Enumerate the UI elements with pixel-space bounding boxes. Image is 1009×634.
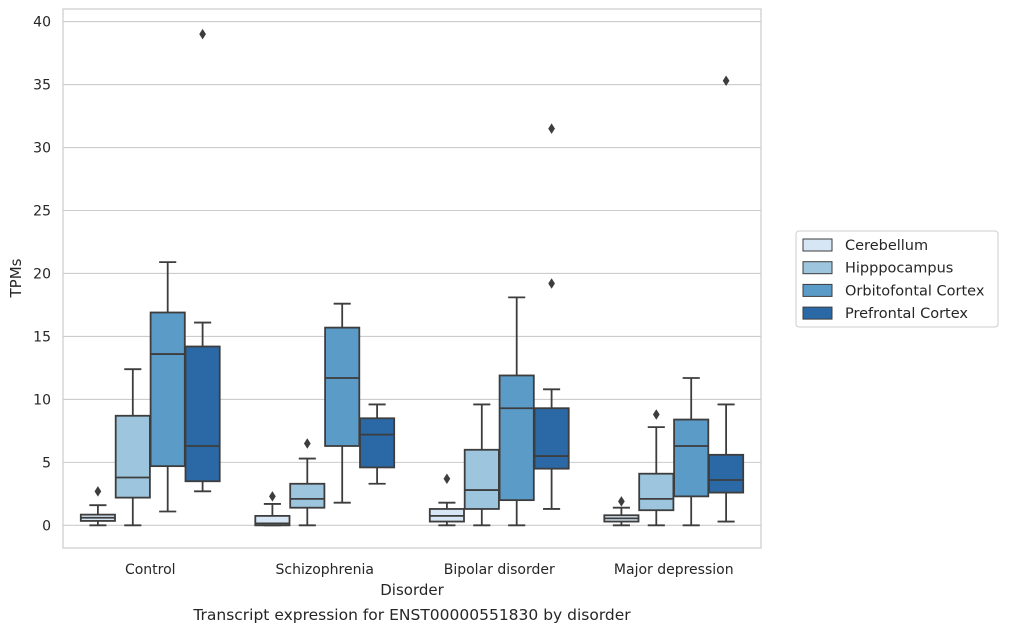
series-hipppocampus	[114, 368, 675, 527]
box-iqr	[638, 472, 675, 512]
box-element	[184, 28, 221, 493]
plot-frame	[62, 8, 762, 549]
box-element	[638, 409, 675, 527]
box-element	[708, 75, 745, 523]
x-tick-label: Schizophrenia	[276, 562, 374, 578]
y-tick-label: 10	[33, 392, 51, 408]
box-element	[533, 123, 570, 510]
box-iqr	[324, 326, 361, 447]
x-tick-labels: Control Schizophrenia Bipolar disorder Majo…	[125, 562, 734, 578]
outlier-point	[94, 486, 102, 497]
legend-label: Hipppocampus	[845, 261, 953, 277]
box-groups	[79, 28, 745, 527]
box-element	[289, 438, 326, 527]
y-tick-label: 35	[33, 78, 51, 94]
box-iqr	[254, 514, 291, 527]
box-element	[114, 368, 151, 527]
outlier-point	[548, 123, 555, 134]
legend-swatch	[802, 261, 833, 275]
outlier-point	[548, 278, 555, 289]
outlier-point	[618, 496, 625, 507]
box-element	[254, 491, 291, 527]
box-element	[79, 486, 116, 527]
box-iqr	[498, 374, 535, 502]
legend-frame	[795, 230, 999, 328]
series-orbitofontal-cortex	[149, 261, 710, 527]
chart-caption: Transcript expression for ENST0000055183…	[193, 606, 631, 624]
box-element	[324, 302, 361, 504]
box-iqr	[114, 414, 151, 499]
box-iqr	[149, 311, 186, 468]
legend: Cerebellum Hipppocampus Orbitofontal Corte…	[795, 230, 999, 328]
legend-label: Cerebellum	[845, 238, 928, 254]
outlier-point	[269, 491, 276, 502]
x-tick-label: Control	[125, 562, 176, 578]
y-tick-label: 40	[33, 15, 51, 31]
legend-label: Orbitofontal Cortex	[845, 283, 985, 299]
box-iqr	[289, 482, 326, 509]
series-prefrontal-cortex	[184, 28, 745, 523]
box-iqr	[463, 448, 500, 510]
outlier-point	[722, 75, 730, 87]
x-axis-label: Disorder	[380, 581, 444, 599]
x-tick-label: Bipolar disorder	[444, 562, 555, 578]
box-iqr	[673, 418, 710, 498]
outlier-point	[199, 28, 206, 40]
box-element	[428, 473, 465, 527]
y-tick-label: 0	[42, 518, 51, 534]
y-tick-label: 25	[33, 203, 51, 219]
y-axis-label: TPMs	[7, 258, 25, 298]
box-iqr	[533, 407, 570, 470]
box-element	[603, 496, 640, 527]
legend-label: Prefrontal Cortex	[845, 306, 968, 322]
box-element	[149, 261, 186, 513]
x-tick-label: Major depression	[614, 562, 734, 578]
outlier-point	[443, 473, 451, 484]
outlier-point	[303, 438, 311, 449]
outlier-point	[652, 409, 660, 420]
legend-swatch	[802, 306, 833, 320]
series-cerebellum	[79, 473, 640, 527]
y-tick-label: 5	[42, 455, 51, 471]
box-iqr	[359, 417, 396, 469]
box-element	[463, 403, 500, 527]
box-iqr	[708, 453, 745, 494]
y-tick-label: 20	[33, 266, 51, 282]
legend-swatch	[802, 238, 833, 252]
legend-swatch	[802, 283, 833, 297]
box-iqr	[184, 345, 221, 483]
y-tick-label: 15	[33, 329, 51, 345]
box-element	[359, 403, 396, 485]
y-tick-label: 30	[33, 141, 51, 157]
y-tick-labels: 0 5 10 15 20 25 30 35 40	[33, 15, 51, 535]
box-element	[673, 377, 710, 527]
